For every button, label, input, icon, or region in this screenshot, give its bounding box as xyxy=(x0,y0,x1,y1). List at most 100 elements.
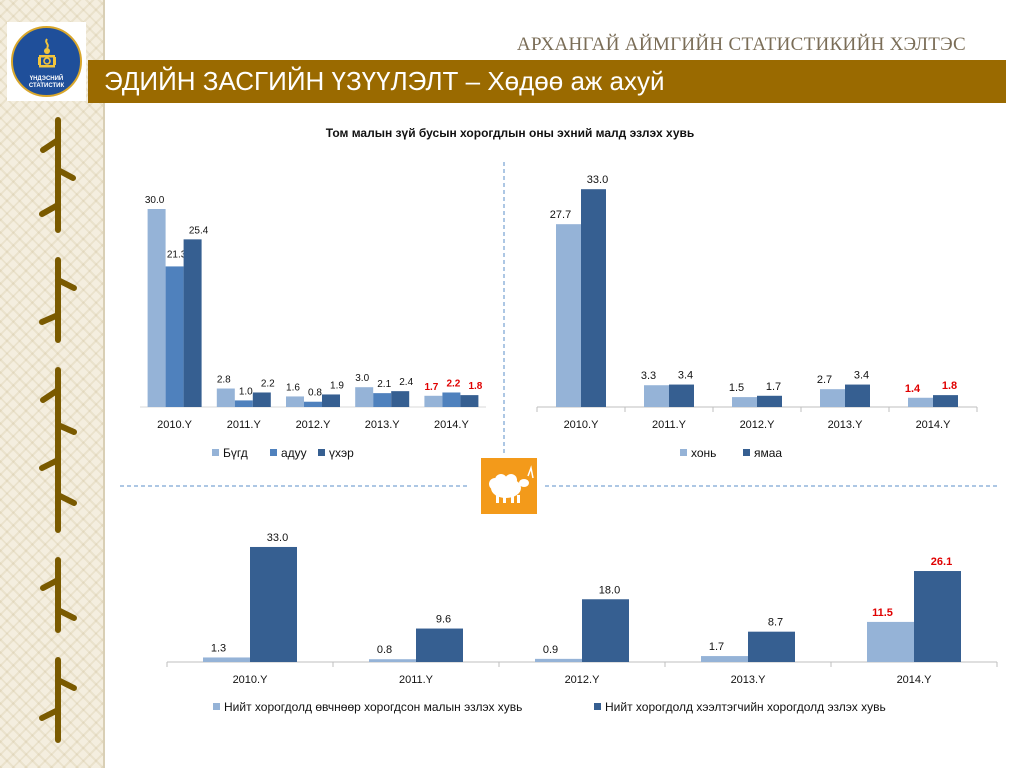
legend-swatch xyxy=(318,449,325,456)
data-label: 25.4 xyxy=(189,225,209,236)
data-label: 1.7 xyxy=(424,382,438,393)
bar xyxy=(460,395,479,407)
legend-label: үхэр xyxy=(329,446,354,460)
data-label: 2.7 xyxy=(817,374,832,386)
bar xyxy=(732,397,757,407)
data-label: 33.0 xyxy=(587,174,608,186)
bar xyxy=(908,397,933,407)
data-label: 3.0 xyxy=(355,373,369,384)
legend-swatch xyxy=(594,703,601,710)
bar xyxy=(391,391,410,407)
data-label: 2.8 xyxy=(217,375,231,386)
bar xyxy=(250,546,297,662)
data-label: 3.3 xyxy=(641,370,656,382)
legend-swatch xyxy=(213,703,220,710)
x-tick-label: 2014.Y xyxy=(897,674,933,686)
bar xyxy=(234,400,253,407)
data-label: 1.8 xyxy=(468,381,482,392)
bar xyxy=(535,658,582,662)
bar xyxy=(286,396,304,407)
data-label: 1.7 xyxy=(766,381,781,393)
data-label: 1.6 xyxy=(286,382,300,393)
x-tick-label: 2010.Y xyxy=(233,674,269,686)
bar xyxy=(867,621,914,662)
data-label: 11.5 xyxy=(872,607,893,619)
bar xyxy=(757,395,782,407)
x-tick-label: 2014.Y xyxy=(916,419,952,431)
bar xyxy=(304,401,322,407)
title-bar xyxy=(88,60,1006,103)
data-label: 0.8 xyxy=(308,388,322,399)
x-tick-label: 2011.Y xyxy=(227,419,262,431)
data-label: 3.4 xyxy=(854,370,869,382)
data-label: 2.2 xyxy=(261,378,275,389)
bar xyxy=(147,209,166,407)
data-label: 2.4 xyxy=(399,377,413,388)
bar xyxy=(669,384,694,407)
data-label: 18.0 xyxy=(599,584,620,596)
data-label: 0.8 xyxy=(377,644,392,656)
sheep-glyph-icon xyxy=(489,465,534,503)
bar xyxy=(216,388,235,407)
data-label: 1.9 xyxy=(330,380,344,391)
bar xyxy=(845,384,870,407)
data-label: 2.1 xyxy=(377,379,391,390)
bar xyxy=(582,599,629,662)
data-label: 9.6 xyxy=(436,614,451,626)
legend-label: адуу xyxy=(281,446,307,460)
x-tick-label: 2011.Y xyxy=(652,419,687,431)
data-label: 1.4 xyxy=(905,383,921,395)
page-title: ЭДИЙН ЗАСГИЙН ҮЗҮҮЛЭЛТ – Хөдөө аж ахуй xyxy=(104,66,665,96)
data-label: 1.0 xyxy=(239,386,253,397)
soyombo-emblem-icon: ҮНДЭСНИЙ СТАТИСТИК xyxy=(11,26,82,97)
bar xyxy=(252,392,271,407)
data-label: 26.1 xyxy=(931,556,952,568)
bar xyxy=(355,387,374,407)
legend-label: хонь xyxy=(691,446,716,460)
bar xyxy=(556,224,581,407)
data-label: 1.7 xyxy=(709,641,724,653)
bar xyxy=(183,239,202,407)
data-label: 27.7 xyxy=(550,209,571,221)
data-label: 8.7 xyxy=(768,617,783,629)
x-tick-label: 2013.Y xyxy=(828,419,864,431)
bar xyxy=(424,395,443,407)
bar xyxy=(322,394,340,407)
decorative-side-strip xyxy=(0,0,103,768)
legend-label: Нийт хорогдолд өвчнөөр хорогдсон малын э… xyxy=(224,700,522,714)
legend-label: ямаа xyxy=(754,446,782,460)
bar xyxy=(933,395,958,407)
chart-title: Том малын зүй бусын хорогдлын оны эхний … xyxy=(325,126,695,140)
x-tick-label: 2010.Y xyxy=(157,419,193,431)
data-label: 33.0 xyxy=(267,532,288,544)
data-label: 0.9 xyxy=(543,644,558,656)
bar xyxy=(373,393,392,407)
sheep-icon xyxy=(481,458,537,514)
bar xyxy=(369,659,416,662)
bar xyxy=(914,571,961,662)
legend-label: Бүгд xyxy=(223,446,248,460)
bar xyxy=(581,189,606,407)
data-label: 30.0 xyxy=(145,195,165,206)
legend-label: Нийт хорогдолд хээлтэгчийн хорогдолд эзл… xyxy=(605,700,886,714)
x-tick-label: 2011.Y xyxy=(399,674,434,686)
data-label: 1.8 xyxy=(942,380,957,392)
soyombo-symbol-icon xyxy=(37,38,56,68)
x-tick-label: 2014.Y xyxy=(434,419,470,431)
bar xyxy=(748,631,795,662)
x-tick-label: 2012.Y xyxy=(296,419,332,431)
bar xyxy=(644,385,669,407)
bar xyxy=(820,389,845,407)
legend-swatch xyxy=(680,449,687,456)
data-label: 2.2 xyxy=(446,378,460,389)
organization-name: АРХАНГАЙ АЙМГИЙН СТАТИСТИКИЙН ХЭЛТЭС xyxy=(516,34,966,55)
bar xyxy=(701,656,748,662)
bar xyxy=(416,628,463,662)
x-tick-label: 2012.Y xyxy=(740,419,776,431)
logo-caption: ҮНДЭСНИЙ СТАТИСТИК xyxy=(28,76,65,89)
mongolian-script-decoration xyxy=(39,117,77,743)
logo: ҮНДЭСНИЙ СТАТИСТИК xyxy=(7,22,86,101)
bar xyxy=(203,657,250,662)
legend-swatch xyxy=(743,449,750,456)
